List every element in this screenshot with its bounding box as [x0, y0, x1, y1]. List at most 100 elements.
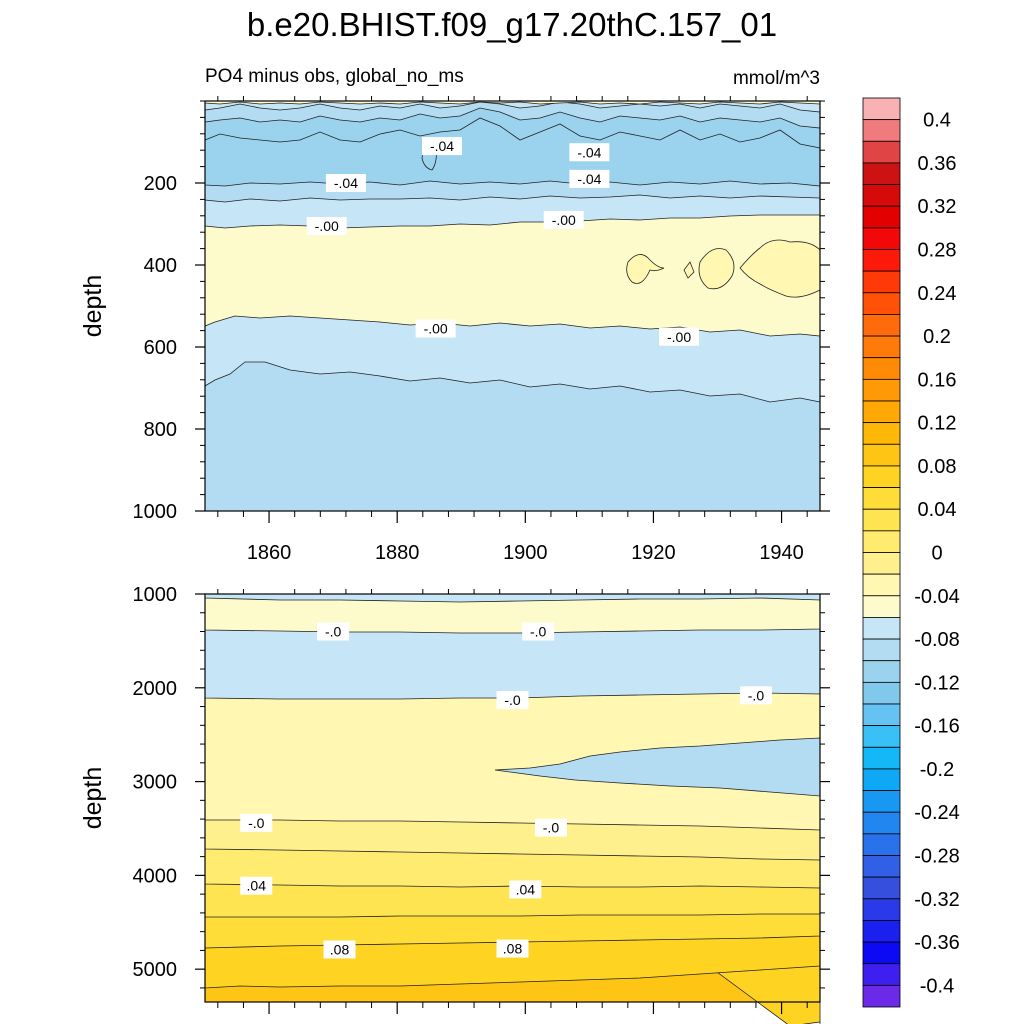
contour-label-box: [415, 319, 456, 338]
colorbar-tick-label: 0.24: [918, 283, 957, 305]
colorbar-box: [862, 292, 901, 315]
contour-label-text: -.04: [334, 175, 358, 191]
colorbar-box: [862, 97, 901, 121]
colorbar-box: [862, 573, 901, 597]
contour-label-text: -.0: [543, 820, 560, 836]
colorbar-box: [862, 790, 901, 813]
colorbar-tick-label: 0.16: [918, 369, 957, 391]
colorbar-tick-label: 0.04: [918, 499, 957, 521]
y-tick-label: 200: [144, 173, 177, 195]
lower-panel-frame: [204, 593, 821, 1003]
colorbar-box: [862, 357, 901, 380]
upper-contour-labels: -.04 -.04 -.04 -.04 -.00 -.00 -.00 -.00: [306, 137, 700, 346]
colorbar-tick-label: 0.12: [918, 413, 957, 435]
contour-label: -.0: [534, 818, 567, 837]
x-tick-label: 1880: [375, 542, 420, 564]
lower-contour-labels: -.0 -.0 -.0 -.0 -.0 -.0 .04 .04 .08 .08: [240, 622, 772, 959]
y-tick-label: 2000: [133, 678, 178, 700]
contour-label-box: [509, 880, 542, 899]
contour-label-box: [496, 690, 529, 709]
colorbar-tick-label: -0.04: [914, 586, 960, 608]
contour-label: -.0: [739, 686, 772, 705]
contour-label-box: [496, 939, 529, 958]
contour-label-box: [323, 940, 356, 959]
contour-label-box: [522, 622, 555, 641]
lower-y-axis: 1000 2000 3000 4000 5000: [133, 584, 830, 989]
contour-band: [494, 737, 821, 797]
contour-band: [204, 593, 821, 603]
lower-panel: -.0 -.0 -.0 -.0 -.0 -.0 .04 .04 .08 .08 1000 2000 3…: [79, 584, 830, 1024]
colorbar-box: [862, 119, 901, 142]
y-tick-label: 1000: [133, 584, 178, 606]
contour-label-text: -.00: [667, 329, 691, 345]
colorbar-box: [862, 660, 901, 683]
colorbar-tick-label: 0.36: [918, 153, 957, 175]
colorbar-tick-labels: 0.4 0.36 0.32 0.28 0.24 0.2 0.16 0.12 0.08 0.04 0 -…: [914, 110, 960, 998]
contour-label-text: .04: [516, 881, 536, 897]
colorbar-box: [862, 443, 901, 467]
lower-y-axis-label: depth: [79, 767, 107, 830]
contour-label-text: .08: [503, 941, 523, 957]
upper-y-axis-label: depth: [79, 275, 107, 338]
colorbar-box: [862, 530, 901, 553]
contour-label: -.0: [522, 622, 555, 641]
contour-label-box: [325, 174, 366, 192]
y-tick-label: 3000: [133, 772, 178, 794]
colorbar-box: [862, 681, 901, 705]
contour-label-box: [543, 210, 584, 229]
contour-label: -.0: [317, 622, 350, 641]
x-tick-label: 1940: [759, 542, 804, 564]
colorbar-box: [862, 465, 901, 488]
colorbar-tick-label: -0.08: [914, 629, 960, 651]
chart-title: b.e20.BHIST.f09_g17.20thC.157_01: [247, 6, 777, 43]
colorbar-box: [862, 249, 901, 272]
colorbar-tick-label: -0.12: [914, 672, 960, 694]
colorbar-tick-label: -0.16: [914, 716, 960, 738]
contour-label-box: [569, 169, 610, 188]
colorbar-box: [862, 617, 901, 640]
colorbar-tick-label: -0.32: [914, 889, 960, 911]
contour-label-box: [317, 622, 350, 641]
colorbar-box: [862, 162, 901, 185]
y-tick-label: 400: [144, 255, 177, 277]
contour-label-box: [240, 876, 273, 895]
colorbar-box: [862, 227, 901, 250]
contour-label-text: .08: [330, 941, 350, 957]
colorbar-box: [862, 270, 901, 294]
colorbar-box: [862, 487, 901, 510]
colorbar-tick-label: 0: [931, 543, 942, 565]
colorbar-tick-label: -0.24: [914, 802, 960, 824]
contour-label-text: -.0: [248, 815, 265, 831]
y-tick-label: 800: [144, 419, 177, 441]
upper-x-axis: 1860 1880 1900 1920 1940: [217, 96, 808, 564]
colorbar-box: [862, 963, 901, 986]
colorbar-box: [862, 184, 901, 207]
colorbar-box: [862, 833, 901, 856]
contour-band: [698, 248, 735, 290]
contour-label: -.00: [659, 327, 700, 346]
colorbar-box: [862, 140, 901, 164]
colorbar-box: [862, 335, 901, 359]
contour-label: -.04: [422, 137, 463, 156]
colorbar-box: [862, 941, 901, 965]
contour-label: -.04: [569, 169, 610, 188]
colorbar-box: [862, 400, 901, 424]
colorbar-tick-label: 0.08: [918, 456, 957, 478]
contour-label-box: [659, 327, 700, 346]
contour-label: .04: [240, 876, 273, 895]
colorbar-tick-label: 0.32: [918, 196, 957, 218]
y-tick-label: 600: [144, 337, 177, 359]
colorbar-box: [862, 422, 901, 445]
x-tick-label: 1920: [631, 542, 676, 564]
colorbar-box: [862, 378, 901, 402]
colorbar-box: [862, 314, 901, 337]
contour-label-text: -.0: [325, 624, 342, 640]
contour-label: -.04: [325, 174, 366, 192]
lower-x-axis: [217, 589, 808, 1014]
colorbar-box: [862, 920, 901, 943]
colorbar-box: [862, 811, 901, 835]
colorbar-box: [862, 984, 901, 1008]
contour-label-box: [422, 137, 463, 156]
chart-subtitle: PO4 minus obs, global_no_ms: [205, 66, 464, 87]
